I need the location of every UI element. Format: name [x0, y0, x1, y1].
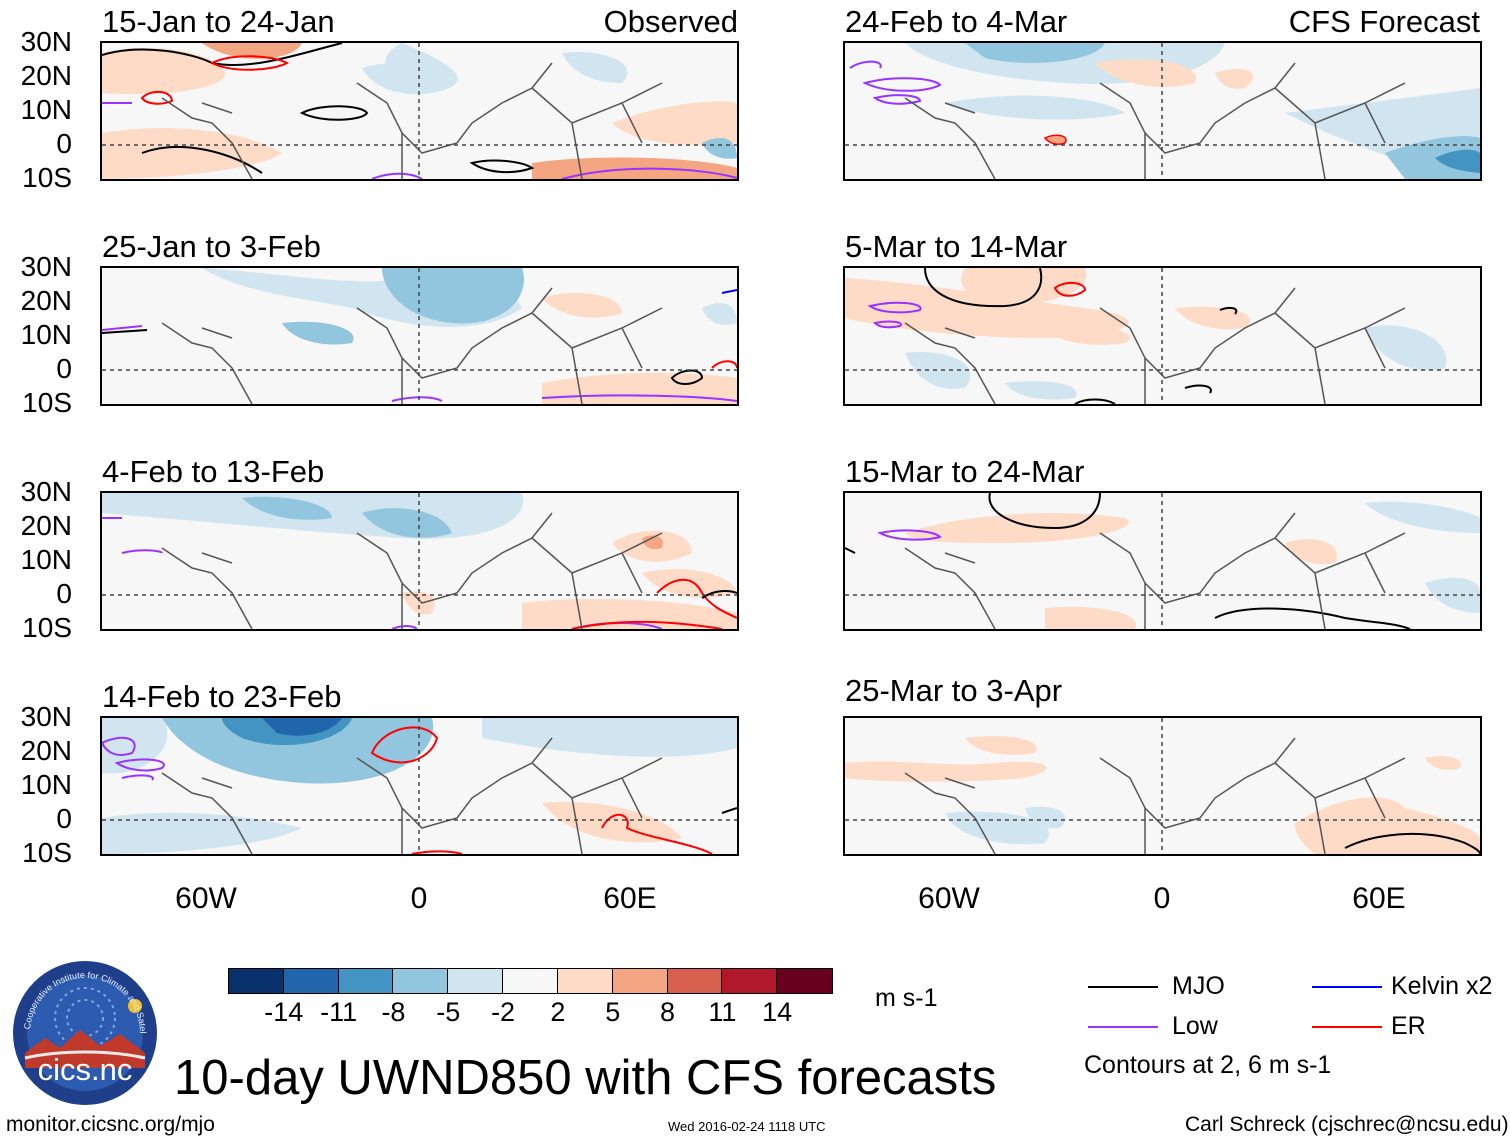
- lat-label: 30N: [20, 476, 72, 507]
- panel-title: 5-Mar to 14-Mar: [845, 229, 1068, 264]
- panel-title: 24-Feb to 4-Mar: [845, 4, 1068, 39]
- colorbar-tick-label: -14: [264, 997, 304, 1027]
- legend-swatch-kelvin: [1312, 986, 1382, 988]
- colorbar-swatch: [612, 969, 668, 993]
- colorbar-tick-label: 8: [660, 997, 676, 1027]
- legend-note: Contours at 2, 6 m s-1: [1084, 1051, 1332, 1079]
- colorbar-swatch: [557, 969, 613, 993]
- lat-label: 20N: [20, 285, 72, 316]
- lat-label: 30N: [20, 251, 72, 282]
- colorbar-tick-label: 5: [605, 997, 621, 1027]
- lat-label: 10N: [20, 769, 72, 800]
- map-plot: [100, 266, 739, 406]
- cics-logo: Cooperative Institute for Climate and Sa…: [7, 950, 160, 1108]
- lon-label: 60W: [918, 882, 980, 915]
- panel-tag-observed: Observed: [603, 4, 738, 39]
- lon-label: 0: [1153, 882, 1171, 915]
- colorbar-tick-label: -11: [320, 997, 358, 1027]
- lat-label: 0: [56, 128, 72, 159]
- colorbar-swatch: [393, 969, 449, 993]
- colorbar-swatch: [448, 969, 504, 993]
- panel-title: 25-Jan to 3-Feb: [102, 229, 321, 264]
- legend-swatch-er: [1312, 1026, 1382, 1028]
- lat-label: 20N: [20, 510, 72, 541]
- panel-title: 15-Jan to 24-Jan: [102, 4, 335, 39]
- panel-title: 15-Mar to 24-Mar: [845, 454, 1085, 489]
- map-plot: [843, 491, 1482, 631]
- lat-label: 10S: [22, 612, 72, 643]
- lat-label: 0: [56, 803, 72, 834]
- colorbar-swatch: [777, 969, 832, 993]
- panel-title: 4-Feb to 13-Feb: [102, 454, 325, 489]
- legend-swatch-low: [1088, 1026, 1158, 1028]
- colorbar-swatch: [338, 969, 394, 993]
- lon-label: 0: [410, 882, 428, 915]
- legend-label-kelvin: Kelvin x2: [1391, 972, 1493, 1000]
- figure-title: 10-day UWND850 with CFS forecasts: [174, 1051, 997, 1105]
- lat-label: 10N: [20, 94, 72, 125]
- lat-label: 10S: [22, 387, 72, 418]
- lat-label: 10N: [20, 544, 72, 575]
- colorbar-unit: m s-1: [875, 984, 938, 1012]
- colorbar-tick-label: -2: [491, 997, 516, 1027]
- map-plot: [100, 41, 739, 181]
- map-plot: [100, 491, 739, 631]
- lat-label: 0: [56, 578, 72, 609]
- colorbar-swatch: [229, 969, 284, 993]
- legend-swatch-mjo: [1088, 986, 1158, 988]
- colorbar-swatch: [283, 969, 339, 993]
- colorbar-tick-label: 11: [708, 997, 737, 1027]
- colorbar-tick-label: -5: [436, 997, 461, 1027]
- lat-label: 10S: [22, 162, 72, 193]
- legend-label-er: ER: [1391, 1012, 1426, 1040]
- footer-author: Carl Schreck (cjschrec@ncsu.edu): [1185, 1113, 1509, 1136]
- lat-label: 30N: [20, 701, 72, 732]
- colorbar-tick-label: -8: [381, 997, 406, 1027]
- colorbar-tick-label: 2: [550, 997, 566, 1027]
- panel-title: 14-Feb to 23-Feb: [102, 679, 342, 714]
- map-plot: [843, 266, 1482, 406]
- map-plot: [100, 716, 739, 856]
- panel-title: 25-Mar to 3-Apr: [845, 673, 1063, 708]
- map-plot: [843, 41, 1482, 181]
- lat-label: 10N: [20, 319, 72, 350]
- footer-url: monitor.cicsnc.org/mjo: [6, 1113, 215, 1136]
- colorbar-swatch: [503, 969, 558, 993]
- colorbar: [228, 968, 833, 994]
- lon-label: 60E: [1352, 882, 1406, 915]
- lon-label: 60W: [175, 882, 237, 915]
- lat-label: 0: [56, 353, 72, 384]
- panel-tag-cfs-forecast: CFS Forecast: [1288, 4, 1480, 39]
- legend-label-mjo: MJO: [1172, 972, 1225, 1000]
- logo-text: cics.nc: [37, 1052, 133, 1087]
- lat-label: 30N: [20, 26, 72, 57]
- legend-label-low: Low: [1172, 1012, 1218, 1040]
- lat-label: 20N: [20, 60, 72, 91]
- lat-label: 10S: [22, 837, 72, 868]
- colorbar-swatch: [722, 969, 778, 993]
- lon-label: 60E: [603, 882, 657, 915]
- colorbar-swatch: [667, 969, 723, 993]
- lat-label: 20N: [20, 735, 72, 766]
- colorbar-tick-label: 14: [762, 997, 793, 1027]
- footer-timestamp: Wed 2016-02-24 1118 UTC: [668, 1119, 826, 1134]
- map-plot: [843, 716, 1482, 856]
